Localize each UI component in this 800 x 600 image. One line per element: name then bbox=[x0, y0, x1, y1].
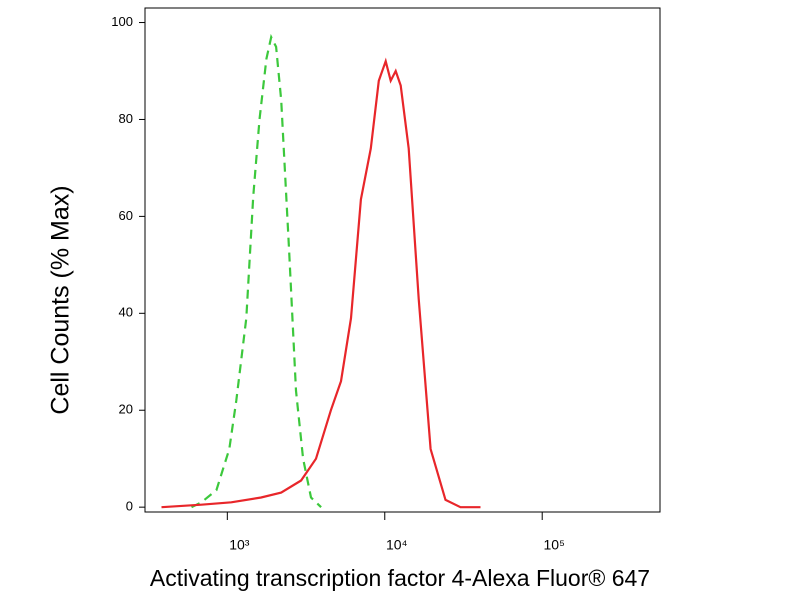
x-tick-label: 10⁴ bbox=[386, 537, 408, 553]
y-tick-label: 20 bbox=[119, 402, 133, 417]
y-tick-label: 100 bbox=[111, 14, 133, 29]
plot-frame bbox=[144, 7, 661, 513]
x-tick-label: 10³ bbox=[229, 537, 250, 553]
y-tick-label: 40 bbox=[119, 305, 133, 320]
y-tick-label: 0 bbox=[126, 499, 133, 514]
histogram-line bbox=[191, 33, 322, 509]
y-tick-label: 80 bbox=[119, 111, 133, 126]
y-axis-label: Cell Counts (% Max) bbox=[47, 185, 75, 414]
x-axis-label: Activating transcription factor 4-Alexa … bbox=[150, 565, 650, 591]
x-tick-label: 10⁵ bbox=[544, 537, 565, 553]
histogram-line bbox=[161, 57, 481, 509]
y-tick-label: 60 bbox=[119, 208, 133, 223]
